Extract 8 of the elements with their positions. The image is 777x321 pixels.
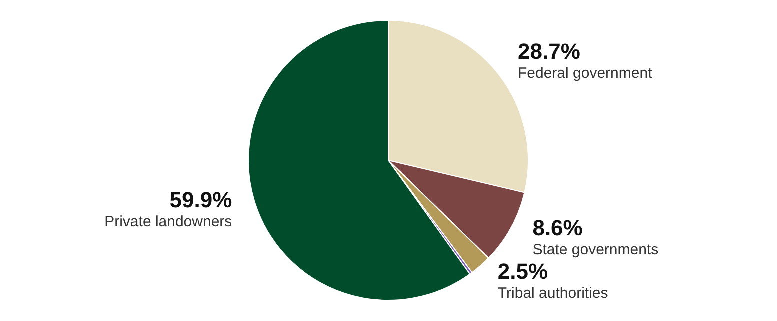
data-label: 28.7% bbox=[518, 39, 580, 64]
slice-label: Federal government bbox=[518, 65, 654, 82]
slice-label: State governments bbox=[532, 242, 659, 259]
data-label: 8.6% bbox=[532, 216, 583, 241]
slice-label: Private landowners bbox=[104, 213, 232, 230]
data-label: 59.9% bbox=[170, 187, 232, 212]
slice-label: Tribal authorities bbox=[498, 284, 608, 302]
data-label: 2.5% bbox=[498, 258, 548, 284]
